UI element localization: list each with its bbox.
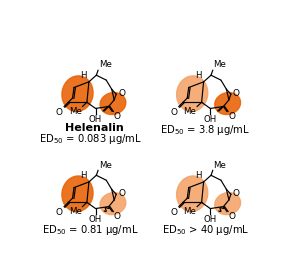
Text: O: O (118, 189, 125, 198)
Text: O: O (233, 189, 240, 198)
Ellipse shape (177, 176, 208, 211)
Text: ED$_{50}$ = 3.8 μg/mL: ED$_{50}$ = 3.8 μg/mL (160, 123, 250, 137)
Ellipse shape (62, 76, 93, 111)
Ellipse shape (62, 176, 93, 211)
Ellipse shape (100, 93, 126, 114)
Text: Me: Me (213, 60, 226, 70)
Ellipse shape (177, 76, 208, 111)
Text: O: O (56, 108, 62, 117)
Text: O: O (56, 208, 62, 217)
Text: Me: Me (99, 161, 112, 170)
Text: Me: Me (99, 60, 112, 70)
Text: ED$_{50}$ = 0.083 μg/mL: ED$_{50}$ = 0.083 μg/mL (39, 132, 142, 146)
Text: O: O (229, 212, 235, 221)
Text: OH: OH (204, 215, 217, 224)
Text: OH: OH (89, 115, 102, 124)
Text: Me: Me (184, 207, 196, 216)
Text: H: H (195, 71, 201, 80)
Text: O: O (114, 212, 121, 221)
Text: O: O (229, 112, 235, 121)
Text: O: O (118, 89, 125, 98)
Text: H: H (80, 171, 86, 180)
Text: Me: Me (69, 207, 82, 216)
Text: Me: Me (213, 161, 226, 170)
Text: Helenalin: Helenalin (65, 123, 124, 133)
Text: O: O (170, 108, 177, 117)
Ellipse shape (215, 93, 241, 114)
Text: O: O (233, 89, 240, 98)
Text: O: O (170, 208, 177, 217)
Text: ED$_{50}$ > 40 μg/mL: ED$_{50}$ > 40 μg/mL (162, 223, 249, 237)
Text: O: O (114, 112, 121, 121)
Text: ED$_{50}$ = 0.81 μg/mL: ED$_{50}$ = 0.81 μg/mL (42, 223, 139, 237)
Text: H: H (195, 171, 201, 180)
Ellipse shape (100, 193, 126, 214)
Text: H: H (80, 71, 86, 80)
Text: OH: OH (89, 215, 102, 224)
Text: OH: OH (204, 115, 217, 124)
Text: Me: Me (184, 107, 196, 116)
Text: Me: Me (69, 107, 82, 116)
Ellipse shape (215, 193, 241, 214)
